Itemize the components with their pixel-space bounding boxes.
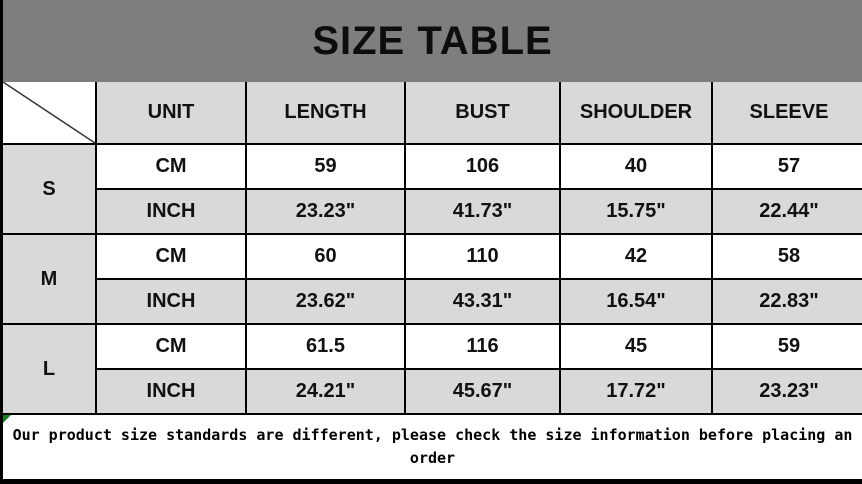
size-label-s: S	[3, 143, 97, 235]
column-header-shoulder: SHOULDER	[559, 82, 713, 145]
value-cell: 42	[559, 233, 713, 280]
size-label-l: L	[3, 323, 97, 415]
title-bar: SIZE TABLE	[3, 0, 862, 82]
value-cell: 22.83"	[711, 278, 862, 325]
value-cell: 16.54"	[559, 278, 713, 325]
value-cell: 41.73"	[404, 188, 561, 235]
value-cell: 22.44"	[711, 188, 862, 235]
page-title: SIZE TABLE	[312, 18, 553, 63]
table-row-s-cm: S CM 59 106 40 57	[3, 143, 862, 235]
size-table: UNIT LENGTH BUST SHOULDER SLEEVE S CM 59…	[3, 82, 862, 415]
value-cell: 106	[404, 143, 561, 190]
value-cell: 110	[404, 233, 561, 280]
comment-marker-icon	[3, 415, 11, 423]
table-row-l-inch: INCH 24.21" 45.67" 17.72" 23.23"	[3, 368, 862, 415]
diagonal-header-cell	[3, 82, 97, 145]
value-cell: 57	[711, 143, 862, 190]
value-cell: 15.75"	[559, 188, 713, 235]
value-cell: 45	[559, 323, 713, 370]
value-cell: 59	[245, 143, 406, 190]
unit-cell: CM	[95, 233, 247, 280]
diagonal-line-icon	[3, 82, 95, 143]
value-cell: 40	[559, 143, 713, 190]
footer-note-text: Our product size standards are different…	[12, 425, 853, 467]
value-cell: 23.23"	[245, 188, 406, 235]
value-cell: 23.23"	[711, 368, 862, 415]
table-row-m-inch: INCH 23.62" 43.31" 16.54" 22.83"	[3, 278, 862, 325]
footer-note: Our product size standards are different…	[3, 415, 862, 479]
value-cell: 17.72"	[559, 368, 713, 415]
unit-cell: INCH	[96, 278, 247, 325]
column-header-unit: UNIT	[95, 82, 247, 145]
value-cell: 24.21"	[245, 368, 406, 415]
value-cell: 58	[711, 233, 862, 280]
unit-cell: INCH	[96, 368, 247, 415]
value-cell: 23.62"	[245, 278, 406, 325]
value-cell: 60	[245, 233, 406, 280]
unit-cell: CM	[95, 323, 247, 370]
unit-cell: INCH	[96, 188, 247, 235]
size-label-m: M	[3, 233, 97, 325]
value-cell: 116	[404, 323, 561, 370]
column-header-sleeve: SLEEVE	[711, 82, 862, 145]
header-row: UNIT LENGTH BUST SHOULDER SLEEVE	[3, 82, 862, 145]
unit-cell: CM	[95, 143, 247, 190]
column-header-bust: BUST	[404, 82, 561, 145]
value-cell: 59	[711, 323, 862, 370]
value-cell: 45.67"	[404, 368, 561, 415]
value-cell: 43.31"	[404, 278, 561, 325]
table-row-s-inch: INCH 23.23" 41.73" 15.75" 22.44"	[3, 188, 862, 235]
table-row-m-cm: M CM 60 110 42 58	[3, 233, 862, 325]
value-cell: 61.5	[245, 323, 406, 370]
table-row-l-cm: L CM 61.5 116 45 59	[3, 323, 862, 415]
column-header-length: LENGTH	[245, 82, 406, 145]
